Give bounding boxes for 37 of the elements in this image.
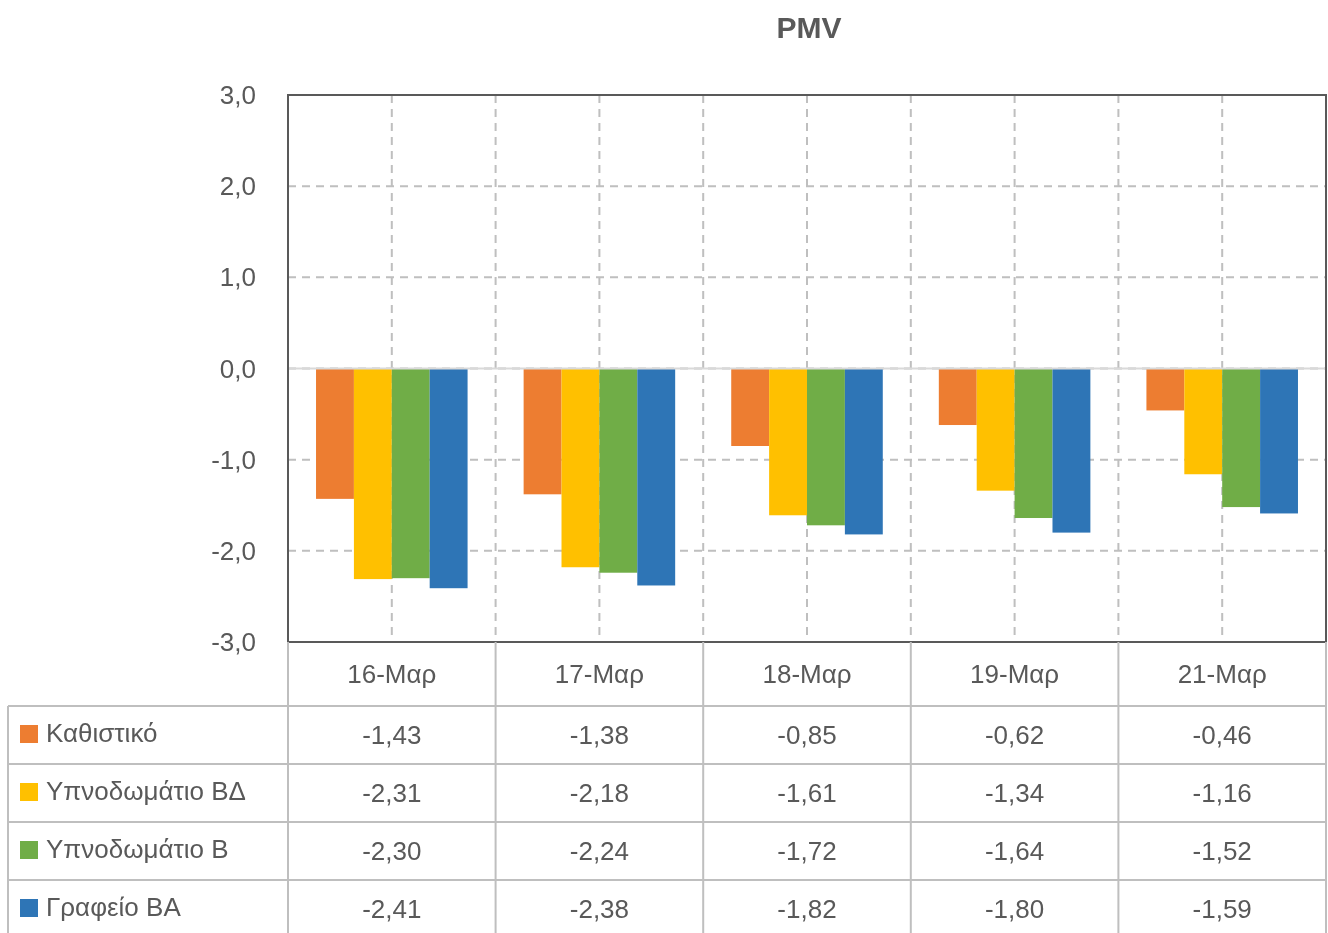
y-tick-label: 2,0 <box>219 171 256 202</box>
y-tick-label: -2,0 <box>211 535 256 566</box>
data-label: -1,16 <box>1192 778 1252 809</box>
data-label: -1,64 <box>984 836 1045 867</box>
y-tick-label: 1,0 <box>219 262 256 293</box>
legend-label: Καθιστικό <box>46 718 158 749</box>
x-tick-label: 21-Μαρ <box>1177 659 1267 690</box>
x-tick-label: 19-Μαρ <box>970 659 1060 690</box>
data-label: -1,82 <box>777 894 837 925</box>
data-label: -2,18 <box>569 778 630 809</box>
data-label: -2,41 <box>362 894 422 925</box>
data-label: -1,52 <box>1192 836 1252 867</box>
data-label: -0,46 <box>1192 720 1252 751</box>
data-label: -1,34 <box>984 778 1045 809</box>
x-tick-label: 18-Μαρ <box>762 659 852 690</box>
y-tick-label: -3,0 <box>211 627 256 658</box>
y-tick-label: -1,0 <box>211 444 256 475</box>
data-label: -1,61 <box>777 778 837 809</box>
data-label: -2,30 <box>362 836 422 867</box>
data-label: -1,59 <box>1192 894 1252 925</box>
legend-label: Υπνοδωμάτιο ΒΔ <box>46 776 246 807</box>
data-label: -2,38 <box>569 894 630 925</box>
data-label: -1,38 <box>569 720 630 751</box>
data-label: -1,72 <box>777 836 837 867</box>
x-tick-label: 17-Μαρ <box>554 659 644 690</box>
y-tick-label: 0,0 <box>219 353 256 384</box>
data-label: -2,31 <box>362 778 422 809</box>
x-tick-label: 16-Μαρ <box>347 659 437 690</box>
data-label: -1,80 <box>984 894 1045 925</box>
data-label: -2,24 <box>569 836 630 867</box>
chart-title: PMV <box>776 11 842 44</box>
y-tick-label: 3,0 <box>219 80 256 111</box>
legend-label: Υπνοδωμάτιο Β <box>46 834 229 865</box>
data-label: -0,62 <box>984 720 1045 751</box>
legend-label: Γραφείο ΒΑ <box>46 892 182 923</box>
data-label: -1,43 <box>362 720 422 751</box>
data-label: -0,85 <box>777 720 837 751</box>
